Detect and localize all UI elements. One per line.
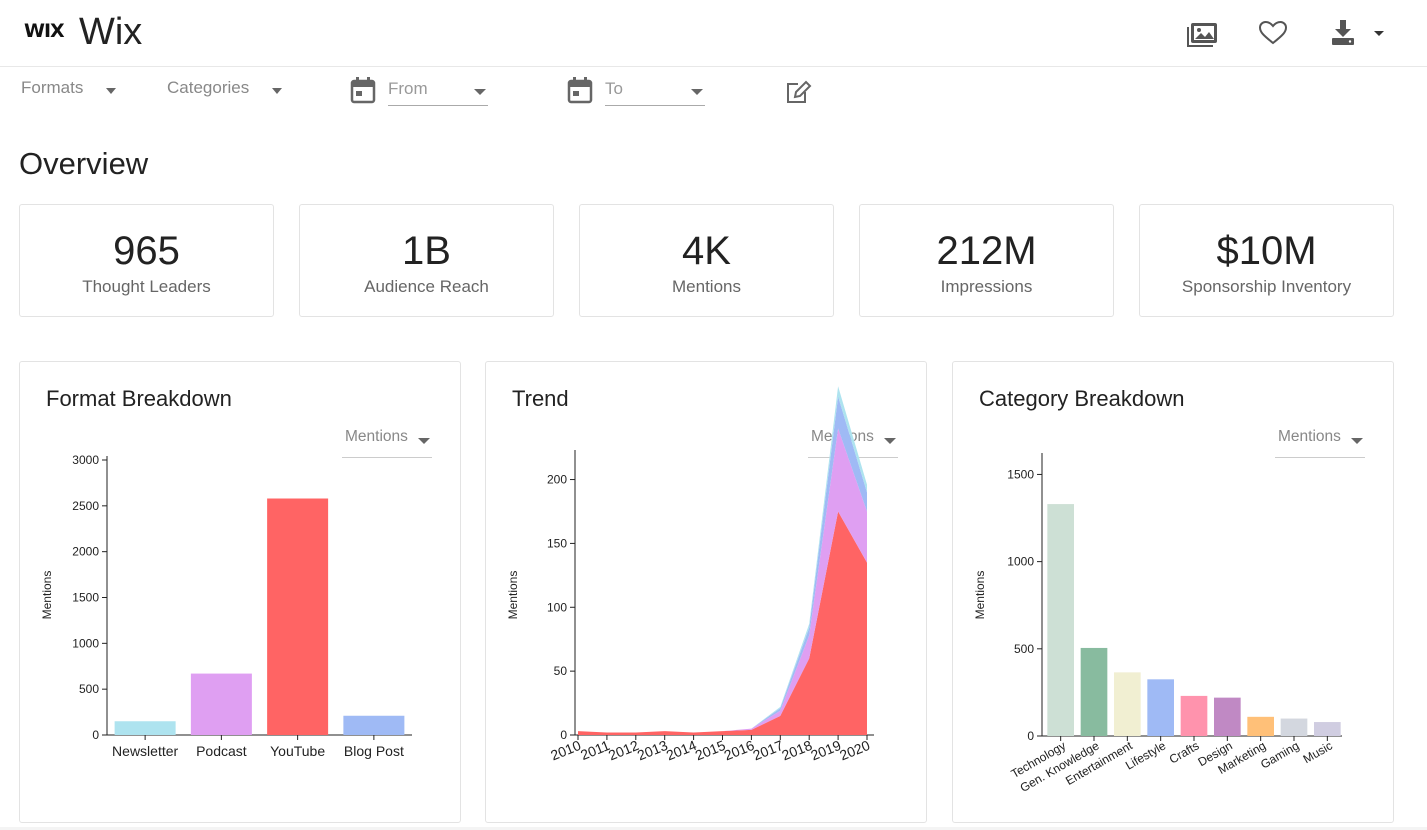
gallery-icon[interactable] xyxy=(1187,18,1221,48)
stat-card-impressions: 212M Impressions xyxy=(859,204,1114,317)
y-tick-label: 200 xyxy=(547,473,567,487)
formats-filter[interactable]: Formats xyxy=(21,78,121,108)
from-date-placeholder: From xyxy=(388,79,428,98)
bar xyxy=(267,498,329,735)
y-tick-label: 150 xyxy=(547,536,567,550)
divider xyxy=(0,827,1427,830)
bar xyxy=(1114,672,1141,736)
trend-area-chart: 050100150200Mentions20102011201220132014… xyxy=(506,386,874,764)
metric-select[interactable]: Mentions xyxy=(1275,428,1365,458)
y-axis-label: Mentions xyxy=(506,571,520,620)
trend-panel: Trend Mentions 050100150200Mentions20102… xyxy=(485,361,927,823)
stat-label: Thought Leaders xyxy=(82,277,211,296)
y-tick-label: 50 xyxy=(554,664,568,678)
bar xyxy=(1180,695,1208,736)
bar xyxy=(1280,718,1308,736)
y-tick-label: 100 xyxy=(547,600,567,614)
chevron-down-icon xyxy=(691,89,703,95)
y-tick-label: 1500 xyxy=(1007,467,1034,481)
stat-card-audience-reach: 1B Audience Reach xyxy=(299,204,554,317)
stat-card-mentions: 4K Mentions xyxy=(579,204,834,317)
x-tick-label: Blog Post xyxy=(344,743,404,759)
chevron-down-icon xyxy=(106,88,116,94)
to-date-input[interactable]: To xyxy=(605,76,705,106)
stat-card-sponsorship-inventory: $10M Sponsorship Inventory xyxy=(1139,204,1394,317)
chevron-down-icon xyxy=(884,438,896,444)
stat-value: 965 xyxy=(113,229,180,273)
y-tick-label: 0 xyxy=(560,728,567,742)
chevron-down-icon xyxy=(418,438,430,444)
to-date-placeholder: To xyxy=(605,79,623,98)
y-tick-label: 2000 xyxy=(72,545,99,559)
download-icon[interactable] xyxy=(1328,18,1388,48)
metric-select[interactable]: Mentions xyxy=(342,428,432,458)
page-title: Overview xyxy=(19,146,149,181)
metric-select-label: Mentions xyxy=(345,428,408,445)
format-breakdown-panel: Format Breakdown Mentions 0 500 1000 1500 20… xyxy=(19,361,461,823)
y-axis-label: Mentions xyxy=(973,571,987,620)
categories-filter-label: Categories xyxy=(167,78,250,97)
brand-name: Wix xyxy=(79,11,143,53)
stat-value: 4K xyxy=(682,229,731,273)
bar xyxy=(1147,679,1174,736)
stat-label: Sponsorship Inventory xyxy=(1181,277,1352,296)
panel-title: Trend xyxy=(512,386,569,411)
y-tick-label: 2500 xyxy=(72,499,99,513)
heart-icon[interactable] xyxy=(1256,18,1290,48)
category-breakdown-panel: Category Breakdown Mentions 0 500 1000 1500… xyxy=(952,361,1394,823)
stat-card-thought-leaders: 965 Thought Leaders xyxy=(19,204,274,317)
format-bar-chart: 0 500 1000 1500 2000 2500 3000 Mentions Newslett… xyxy=(40,453,412,759)
calendar-icon[interactable] xyxy=(350,76,376,104)
area-series xyxy=(578,428,867,733)
bar xyxy=(114,721,176,735)
chevron-down-icon xyxy=(1351,438,1363,444)
bar xyxy=(1214,697,1241,736)
x-tick-label: YouTube xyxy=(270,743,325,759)
y-tick-label: 0 xyxy=(1027,729,1034,743)
y-tick-label: 500 xyxy=(1014,642,1034,656)
bar xyxy=(343,715,405,735)
y-tick-label: 500 xyxy=(79,682,99,696)
x-tick-label: Podcast xyxy=(196,743,247,759)
stat-value: 1B xyxy=(402,229,451,273)
panel-title: Category Breakdown xyxy=(979,386,1185,411)
metric-select-label: Mentions xyxy=(1278,428,1341,445)
from-date-input[interactable]: From xyxy=(388,76,488,106)
chevron-down-icon xyxy=(272,88,282,94)
categories-filter[interactable]: Categories xyxy=(167,78,285,108)
calendar-icon[interactable] xyxy=(567,76,593,104)
y-axis-label: Mentions xyxy=(40,571,54,620)
app-header: WIX Wix xyxy=(0,0,1427,67)
bar xyxy=(1314,722,1341,736)
stat-value: $10M xyxy=(1216,229,1317,273)
bar xyxy=(1247,716,1274,736)
formats-filter-label: Formats xyxy=(21,78,84,97)
edit-icon[interactable] xyxy=(785,78,813,106)
x-tick-label: Music xyxy=(1301,738,1335,766)
stat-label: Mentions xyxy=(672,277,741,296)
stat-label: Audience Reach xyxy=(364,277,489,296)
chevron-down-icon xyxy=(474,89,486,95)
panel-title: Format Breakdown xyxy=(46,386,232,411)
bar xyxy=(1080,647,1108,736)
bar xyxy=(190,673,252,735)
stat-label: Impressions xyxy=(940,277,1033,296)
y-tick-label: 0 xyxy=(92,728,99,742)
x-tick-label: Crafts xyxy=(1167,738,1202,766)
bar xyxy=(1047,504,1074,736)
x-tick-label: Newsletter xyxy=(112,743,178,759)
area-series xyxy=(578,511,867,735)
y-tick-label: 1000 xyxy=(72,636,99,650)
y-tick-label: 3000 xyxy=(72,453,99,467)
y-tick-label: 1500 xyxy=(72,591,99,605)
to-date-field[interactable]: To xyxy=(567,76,707,108)
x-tick-label: Gaming xyxy=(1258,738,1301,771)
from-date-field[interactable]: From xyxy=(350,76,490,108)
stat-value: 212M xyxy=(936,229,1037,273)
y-tick-label: 1000 xyxy=(1007,555,1034,569)
wix-logo[interactable]: WIX xyxy=(24,20,65,42)
x-tick-label: 2020 xyxy=(837,737,872,764)
